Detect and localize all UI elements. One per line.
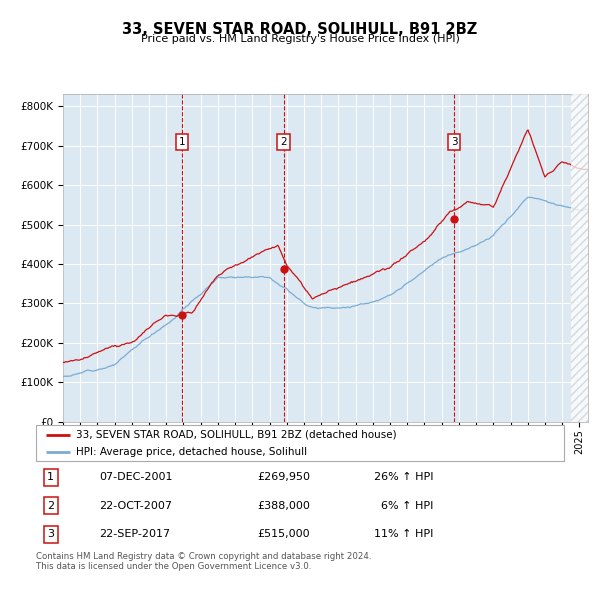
Text: 26% ↑ HPI: 26% ↑ HPI — [374, 473, 433, 483]
Text: £388,000: £388,000 — [258, 501, 311, 511]
Text: 22-SEP-2017: 22-SEP-2017 — [100, 529, 170, 539]
Text: 2: 2 — [280, 137, 287, 147]
Text: 2: 2 — [47, 501, 55, 511]
Text: 3: 3 — [451, 137, 458, 147]
Text: £515,000: £515,000 — [258, 529, 310, 539]
Text: 3: 3 — [47, 529, 54, 539]
Text: £269,950: £269,950 — [258, 473, 311, 483]
Text: 6% ↑ HPI: 6% ↑ HPI — [374, 501, 433, 511]
Text: 1: 1 — [47, 473, 54, 483]
Text: 11% ↑ HPI: 11% ↑ HPI — [374, 529, 433, 539]
Text: 1: 1 — [179, 137, 185, 147]
Text: HPI: Average price, detached house, Solihull: HPI: Average price, detached house, Soli… — [76, 447, 307, 457]
Text: Price paid vs. HM Land Registry's House Price Index (HPI): Price paid vs. HM Land Registry's House … — [140, 34, 460, 44]
Text: Contains HM Land Registry data © Crown copyright and database right 2024.
This d: Contains HM Land Registry data © Crown c… — [36, 552, 371, 571]
Text: 07-DEC-2001: 07-DEC-2001 — [100, 473, 173, 483]
Text: 33, SEVEN STAR ROAD, SOLIHULL, B91 2BZ (detached house): 33, SEVEN STAR ROAD, SOLIHULL, B91 2BZ (… — [76, 430, 396, 440]
Text: 22-OCT-2007: 22-OCT-2007 — [100, 501, 172, 511]
Text: 33, SEVEN STAR ROAD, SOLIHULL, B91 2BZ: 33, SEVEN STAR ROAD, SOLIHULL, B91 2BZ — [122, 22, 478, 37]
FancyBboxPatch shape — [36, 425, 564, 461]
Polygon shape — [571, 94, 588, 422]
